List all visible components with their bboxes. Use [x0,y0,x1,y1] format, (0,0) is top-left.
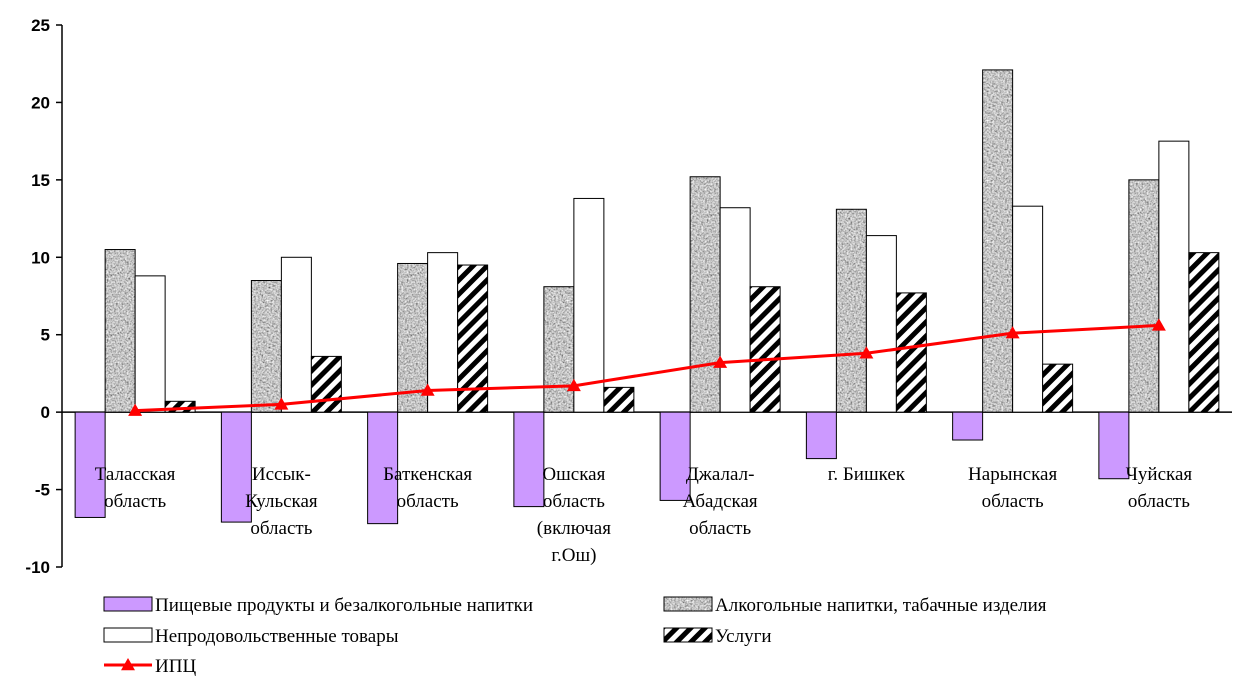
bar [1042,363,1074,413]
legend-swatch [663,596,713,612]
bar [659,411,691,501]
legend: Пищевые продукты и безалкогольные напитк… [103,595,1047,677]
bar [1158,140,1190,413]
ipc-point [859,346,874,359]
bar [134,275,166,413]
bar [427,252,459,413]
ipc-point [566,378,581,392]
legend-item: Услуги [663,626,772,647]
legend-label: Непродовольственные товары [155,626,399,647]
bar [1098,411,1130,480]
y-tick-label: 10 [31,248,50,267]
bar [982,69,1014,413]
bar [952,411,984,441]
bar [805,411,837,460]
legend-label: Услуги [715,626,772,647]
ipc-point [420,383,435,396]
y-tick-label: -5 [35,481,50,500]
bar [104,249,136,413]
y-tick-label: -10 [25,558,50,577]
bar [835,208,867,413]
bar [310,355,342,413]
axes: -10 -5 0 5 10 15 20 25 [25,16,1232,577]
bars [74,69,1220,525]
ipc-point [274,397,289,410]
category-label: Джалал-Абадская область [683,464,758,539]
bar [719,207,751,413]
bar [220,411,252,523]
y-tick-label: 25 [31,16,50,35]
bar [367,411,399,525]
bar [573,197,605,413]
category-label: Чуйская область [1126,464,1193,512]
ipc-point [128,403,143,416]
category-label: Таласская область [95,464,176,512]
legend-swatch [103,627,153,643]
bar [865,235,897,413]
ipc-point [1005,326,1020,339]
bar [895,292,927,413]
bar [397,262,429,413]
legend-swatch [103,596,153,612]
legend-label: Пищевые продукты и безалкогольные напитк… [155,595,533,616]
bar [280,256,312,413]
bar [1128,179,1160,413]
y-tick-label: 5 [41,326,50,345]
legend-label: Алкогольные напитки, табачные изделия [715,595,1047,616]
bar [74,411,106,518]
legend-label: ИПЦ [155,656,196,677]
ipc-line [128,318,1166,416]
legend-swatch [663,627,713,643]
ipc-point [1151,318,1166,331]
y-tick-label: 15 [31,171,50,190]
legend-item: ИПЦ [104,656,196,677]
bar [250,280,282,413]
legend-marker [121,658,135,671]
y-tick-label: 0 [41,403,50,422]
category-labels: Таласская область Иссык-Кульская область Бат… [95,464,1193,566]
category-label: Нарынская область [968,464,1057,512]
legend-item: Пищевые продукты и безалкогольные напитк… [103,595,533,616]
category-label: г. Бишкек [828,464,906,485]
bar [1188,252,1220,413]
category-label: Ошская область (включая г.Ош) [537,464,611,566]
category-label: Баткенская область [383,464,472,512]
ipc-point [713,355,728,368]
bar [543,286,575,413]
bar [689,176,721,413]
bar [603,386,635,413]
y-tick-label: 20 [31,93,50,112]
bar [513,411,545,508]
bar [749,286,781,413]
bar [1012,205,1044,413]
ipc-series-line [135,323,1159,413]
legend-item: Непродовольственные товары [103,626,399,647]
category-label: Иссык-Кульская область [245,464,318,539]
legend-item: Алкогольные напитки, табачные изделия [663,595,1047,616]
